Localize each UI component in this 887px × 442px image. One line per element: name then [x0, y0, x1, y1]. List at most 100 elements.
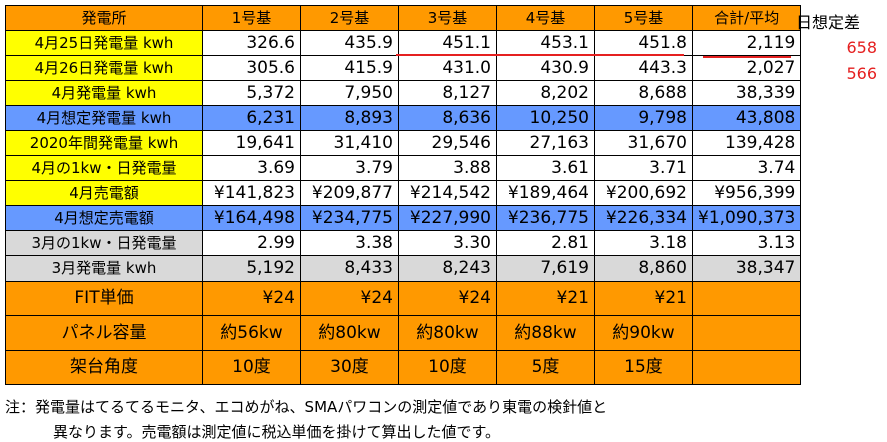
row-label: 3月発電量 kwh — [5, 255, 203, 282]
table-cell: ¥214,542 — [398, 180, 497, 206]
table-cell: 443.3 — [594, 55, 693, 81]
table-cell: 2,027 — [691, 55, 802, 81]
table-cell: 8,688 — [594, 80, 693, 106]
daily-expected-diff-value: 566 — [846, 64, 877, 83]
table-cell: 8,860 — [594, 255, 693, 282]
table-cell: 15度 — [594, 350, 693, 385]
daily-expected-diff-value: 658 — [846, 38, 877, 57]
table-cell: 3.38 — [300, 230, 399, 256]
table-row: 4月想定発電量 kwh 6,231 8,893 8,636 10,250 9,7… — [5, 105, 802, 131]
table-cell: 8,202 — [496, 80, 595, 106]
footnote-line-2: 異なります。売電額は測定値に税込単価を掛けて算出した値です。 — [53, 423, 501, 441]
table-cell: ¥227,990 — [398, 205, 497, 231]
row-label: 2020年間発電量 kwh — [5, 130, 203, 156]
row-label: 4月の1kw・日発電量 — [5, 155, 203, 181]
table-cell: 約80kw — [300, 315, 399, 351]
table-row: 4月の1kw・日発電量 3.69 3.79 3.88 3.61 3.71 3.7… — [5, 155, 802, 181]
table-cell: 451.1 — [398, 30, 497, 56]
table-cell: ¥234,775 — [300, 205, 399, 231]
table-cell: 8,127 — [398, 80, 497, 106]
row-label: 架台角度 — [5, 350, 203, 385]
power-generation-table: 発電所 1号基 2号基 3号基 4号基 5号基 合計/平均 4月25日発電量 k… — [5, 5, 802, 385]
table-cell: ¥1,090,373 — [691, 205, 802, 231]
table-cell: 約56kw — [202, 315, 301, 351]
table-row: 架台角度 10度 30度 10度 5度 15度 — [5, 350, 802, 385]
header-station: 発電所 — [5, 5, 203, 31]
table-cell: 6,231 — [202, 105, 301, 131]
table-cell — [691, 315, 802, 351]
highlight-underline — [396, 54, 684, 56]
table-cell: ¥141,823 — [202, 180, 301, 206]
table-cell: 43,808 — [691, 105, 802, 131]
table-row: パネル容量 約56kw 約80kw 約80kw 約88kw 約90kw — [5, 315, 802, 351]
highlight-underline — [703, 56, 791, 58]
table-cell: 430.9 — [496, 55, 595, 81]
table-cell: 8,893 — [300, 105, 399, 131]
table-cell: 約88kw — [496, 315, 595, 351]
table-cell: 31,670 — [594, 130, 693, 156]
table-cell: 5,192 — [202, 255, 301, 282]
row-label: 4月25日発電量 kwh — [5, 30, 203, 56]
header-unit-3: 3号基 — [398, 5, 497, 31]
table-cell: 305.6 — [202, 55, 301, 81]
table-cell: 7,619 — [496, 255, 595, 282]
table-cell — [691, 350, 802, 385]
table-cell: 8,243 — [398, 255, 497, 282]
table-row: 4月発電量 kwh 5,372 7,950 8,127 8,202 8,688 … — [5, 80, 802, 106]
table-cell: 27,163 — [496, 130, 595, 156]
daily-expected-diff-header: 日想定差 — [796, 13, 861, 32]
table-cell: ¥209,877 — [300, 180, 399, 206]
table-row: 4月想定売電額 ¥164,498 ¥234,775 ¥227,990 ¥236,… — [5, 205, 802, 231]
table-cell: 326.6 — [202, 30, 301, 56]
row-label: パネル容量 — [5, 315, 203, 351]
table-row: 4月売電額 ¥141,823 ¥209,877 ¥214,542 ¥189,46… — [5, 180, 802, 206]
table-cell: 3.69 — [202, 155, 301, 181]
table-cell — [691, 281, 802, 316]
table-row: 3月の1kw・日発電量 2.99 3.38 3.30 2.81 3.18 3.1… — [5, 230, 802, 256]
table-cell: 3.79 — [300, 155, 399, 181]
table-cell: 30度 — [300, 350, 399, 385]
table-cell: 139,428 — [691, 130, 802, 156]
header-unit-4: 4号基 — [496, 5, 595, 31]
table-cell: ¥236,775 — [496, 205, 595, 231]
table-cell: 451.8 — [594, 30, 693, 56]
table-cell: 10,250 — [496, 105, 595, 131]
table-cell: 5度 — [496, 350, 595, 385]
table-cell: 2,119 — [691, 30, 802, 56]
table-cell: 5,372 — [202, 80, 301, 106]
table-cell: 38,347 — [691, 255, 802, 282]
row-label: 4月想定売電額 — [5, 205, 203, 231]
table-row: 2020年間発電量 kwh 19,641 31,410 29,546 27,16… — [5, 130, 802, 156]
table-cell: ¥24 — [202, 281, 301, 316]
table-cell: 31,410 — [300, 130, 399, 156]
table-cell: ¥200,692 — [594, 180, 693, 206]
table-cell: 19,641 — [202, 130, 301, 156]
table-cell: 431.0 — [398, 55, 497, 81]
header-total: 合計/平均 — [691, 5, 802, 31]
table-cell: 9,798 — [594, 105, 693, 131]
header-unit-5: 5号基 — [594, 5, 693, 31]
table-cell: 3.30 — [398, 230, 497, 256]
table-cell: ¥956,399 — [691, 180, 802, 206]
table-row: 4月25日発電量 kwh 326.6 435.9 451.1 453.1 451… — [5, 30, 802, 56]
table-cell: 3.13 — [691, 230, 802, 256]
table-cell: 3.18 — [594, 230, 693, 256]
row-label: 4月発電量 kwh — [5, 80, 203, 106]
row-label: FIT単価 — [5, 281, 203, 316]
table-cell: ¥21 — [594, 281, 693, 316]
table-cell: 10度 — [202, 350, 301, 385]
table-cell: 約90kw — [594, 315, 693, 351]
table-row: FIT単価 ¥24 ¥24 ¥24 ¥21 ¥21 — [5, 281, 802, 316]
table-cell: 435.9 — [300, 30, 399, 56]
table-cell: ¥164,498 — [202, 205, 301, 231]
table-cell: 3.74 — [691, 155, 802, 181]
footnote-line-1: 注：発電量はてるてるモニタ、エコめがね、SMAパワコンの測定値であり東電の検針値… — [5, 398, 608, 416]
header-unit-2: 2号基 — [300, 5, 399, 31]
row-label: 4月想定発電量 kwh — [5, 105, 203, 131]
table-cell: 3.88 — [398, 155, 497, 181]
table-row: 4月26日発電量 kwh 305.6 415.9 431.0 430.9 443… — [5, 55, 802, 81]
table-cell: 8,636 — [398, 105, 497, 131]
header-row: 発電所 1号基 2号基 3号基 4号基 5号基 合計/平均 — [5, 5, 802, 31]
table-cell: ¥189,464 — [496, 180, 595, 206]
table-cell: 10度 — [398, 350, 497, 385]
